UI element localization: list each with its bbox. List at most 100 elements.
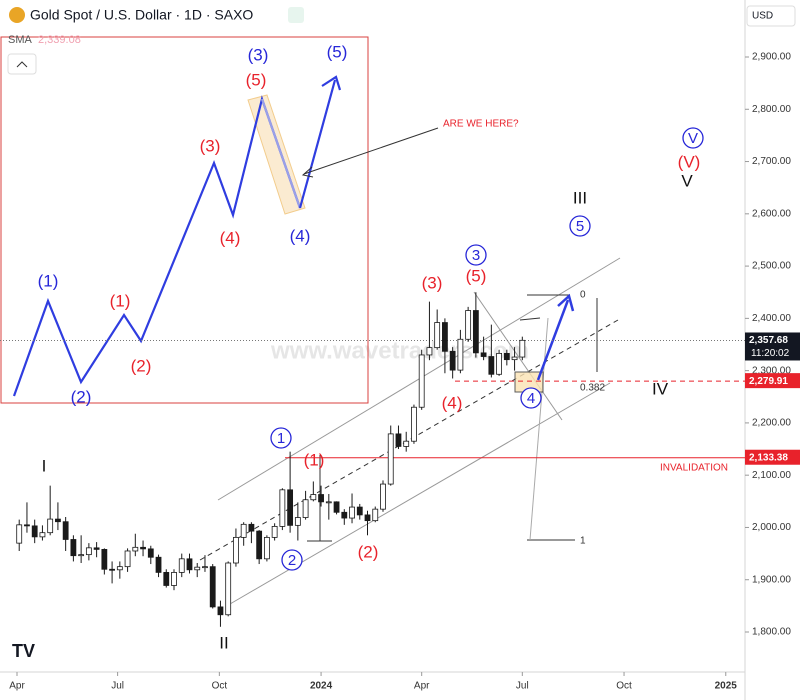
- candle-body: [93, 547, 100, 550]
- structure-line: [473, 291, 563, 421]
- candle-body: [387, 433, 394, 485]
- wave-label: I: [42, 456, 47, 475]
- candle-body: [55, 518, 61, 523]
- wave-label: (V): [678, 152, 701, 171]
- fib-label: 0: [580, 290, 586, 301]
- wave-label: (4): [290, 226, 311, 245]
- symbol-title: Gold Spot / U.S. Dollar · 1D · SAXO: [30, 7, 253, 23]
- wave-circle: [569, 215, 591, 237]
- candle-body: [24, 524, 30, 527]
- candle-body: [124, 550, 131, 568]
- y-tick-label: 2,600.00: [752, 208, 791, 219]
- structure-line: [529, 317, 549, 541]
- wave-label: (4): [442, 393, 463, 412]
- y-tick-label: 2,100.00: [752, 470, 791, 481]
- candle-body: [47, 518, 54, 534]
- wave-label: 2: [288, 552, 296, 569]
- wave-label: (2): [131, 356, 152, 375]
- wave-label: (3): [200, 136, 221, 155]
- candle-body: [101, 549, 108, 570]
- currency: USD: [752, 11, 773, 22]
- wave-circle: [465, 244, 487, 266]
- wave-label: (5): [246, 70, 267, 89]
- candle-body: [457, 338, 464, 371]
- candle-body: [194, 566, 201, 571]
- x-tick-label: 2024: [310, 681, 333, 692]
- symbol-icon: [9, 7, 25, 23]
- candle-body: [411, 406, 417, 442]
- candle-body: [16, 524, 23, 544]
- candle-body: [155, 556, 162, 573]
- inset-wave-4: [260, 98, 302, 209]
- wave-label: (2): [358, 542, 379, 561]
- wave-label: 3: [472, 247, 480, 264]
- inset-arrowhead: [321, 75, 342, 91]
- logo: TV: [12, 641, 35, 661]
- candle-body: [209, 566, 216, 608]
- wave-label: (2): [71, 387, 92, 406]
- candle-body: [418, 354, 425, 408]
- inset-wave-5: [298, 79, 337, 209]
- y-tick-label: 2,700.00: [752, 156, 791, 167]
- wave-label: (1): [110, 291, 131, 310]
- candle-body: [116, 566, 123, 571]
- wave-label: (5): [327, 42, 348, 61]
- candle-body: [256, 530, 263, 560]
- x-tick-label: Apr: [414, 681, 430, 692]
- candle-body: [132, 546, 139, 552]
- candle-body: [480, 352, 487, 357]
- y-tick-label: 2,300.00: [752, 365, 791, 376]
- candle-body: [341, 511, 348, 519]
- wave-label: (5): [466, 266, 487, 285]
- wave-label: III: [573, 188, 587, 207]
- candle-body: [202, 566, 208, 569]
- candle-body: [356, 506, 363, 516]
- candle-body: [318, 494, 324, 503]
- candle-body: [503, 352, 510, 361]
- wave-label: (1): [304, 450, 325, 469]
- callout: ARE WE HERE?: [443, 119, 519, 130]
- candle-body: [380, 483, 386, 510]
- price-tag-label: 2,279.91: [749, 376, 788, 387]
- candle-body: [310, 494, 317, 501]
- candle-body: [349, 506, 355, 519]
- candle-body: [395, 433, 402, 447]
- wave-circle: [270, 427, 292, 449]
- candle-body: [85, 547, 92, 556]
- candle-body: [442, 322, 448, 352]
- x-tick-label: Jul: [111, 681, 124, 692]
- candle-body: [465, 310, 472, 340]
- candle-body: [109, 568, 115, 571]
- candle-body: [519, 339, 526, 358]
- candle-body: [39, 532, 46, 538]
- candle-body: [171, 572, 177, 586]
- indicator-value: 2,339.08: [38, 34, 81, 46]
- collapse-icon: [16, 61, 28, 68]
- candle-body: [62, 521, 69, 540]
- candle-body: [70, 539, 77, 557]
- candle-body: [163, 572, 170, 586]
- y-tick-label: 1,800.00: [752, 627, 791, 638]
- currency-button[interactable]: [746, 5, 796, 27]
- y-tick-label: 2,000.00: [752, 522, 791, 533]
- candle-body: [240, 523, 247, 538]
- candle-body: [31, 525, 38, 538]
- x-tick-label: Jul: [516, 681, 529, 692]
- wave-label: 1: [277, 430, 285, 447]
- wave-circle: [281, 549, 303, 571]
- fib-label: 0.382: [580, 383, 605, 394]
- candle-body: [271, 526, 278, 538]
- wave-circle: [682, 127, 704, 149]
- candle-body: [325, 501, 332, 504]
- collapse-button[interactable]: [7, 53, 37, 75]
- structure-line: [519, 317, 541, 321]
- wave-label: V: [681, 171, 693, 190]
- candle-body: [449, 350, 456, 371]
- candle-body: [426, 347, 433, 356]
- price-tag: [745, 449, 800, 465]
- candle-body: [140, 546, 146, 550]
- wave-label: (1): [38, 271, 59, 290]
- flag[interactable]: [288, 7, 304, 23]
- price-tag-countdown: 11:20:02: [751, 348, 790, 359]
